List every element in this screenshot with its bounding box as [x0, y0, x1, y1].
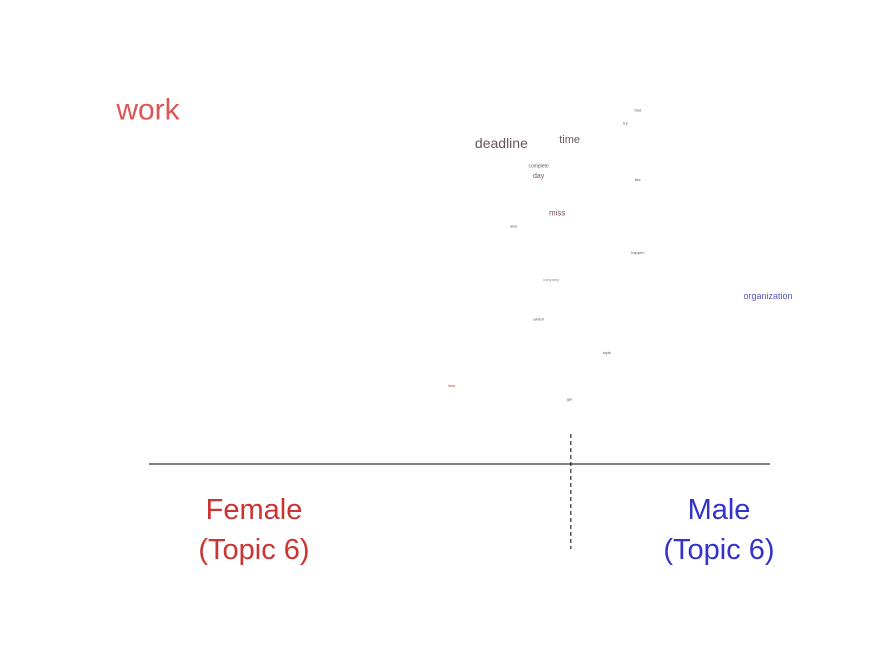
word-point-switch: switch [533, 317, 544, 322]
word-point-company: company [543, 277, 559, 282]
word-point-deadline: deadline [475, 135, 528, 151]
word-point-complete: complete [528, 163, 549, 169]
word-point-time: time [559, 134, 580, 146]
word-point-work: work [115, 93, 180, 126]
word-point-style: style [603, 350, 612, 355]
male-label-line2: (Topic 6) [663, 534, 774, 566]
word-point-happen: happen [631, 250, 644, 255]
word-point-get: get [567, 396, 573, 401]
word-point-day: day [533, 173, 545, 180]
word-point-try: try [623, 121, 627, 126]
female-label-line2: (Topic 6) [198, 534, 309, 566]
word-points: work deadline time complete day miss able bad tr… [115, 93, 792, 401]
word-point-bad: bad [634, 107, 641, 112]
male-label-line1: Male [688, 494, 751, 526]
word-point-like: like [635, 177, 642, 182]
word-point-lose: lose [448, 383, 456, 388]
word-point-able: able [510, 224, 518, 229]
word-point-miss: miss [549, 208, 565, 217]
word-point-organization: organization [743, 291, 792, 301]
female-label-line1: Female [206, 494, 303, 526]
